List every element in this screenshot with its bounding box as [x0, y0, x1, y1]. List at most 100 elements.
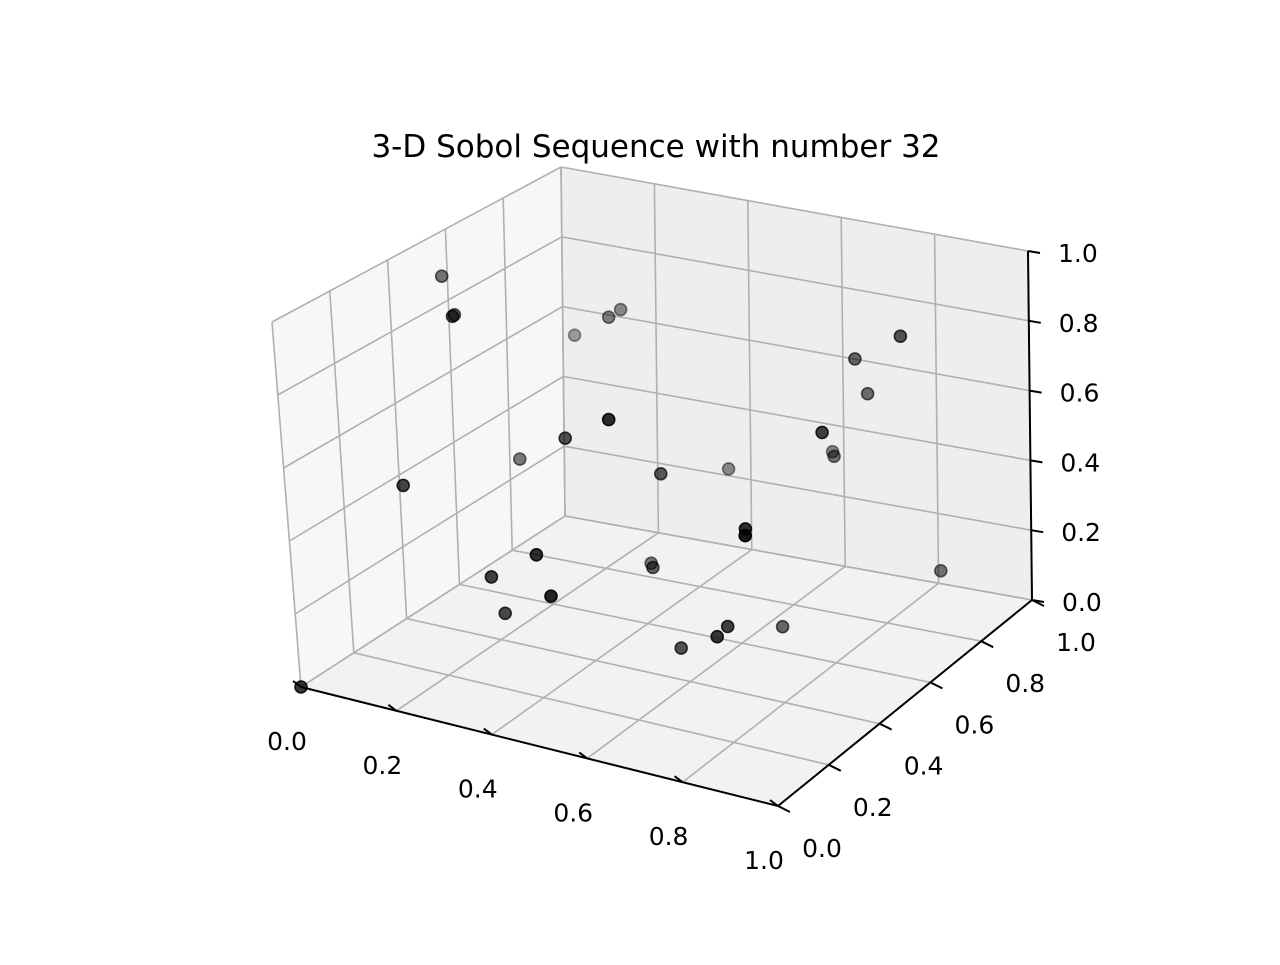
left-grid-z [288, 375, 564, 542]
floor-grid-y [564, 515, 1033, 601]
back-grid-z [562, 305, 1030, 392]
data-point [710, 629, 725, 644]
data-point [512, 452, 527, 466]
data-point [893, 329, 908, 344]
back-grid-z [561, 236, 1029, 322]
x-tick-label: 0.0 [267, 727, 307, 756]
data-point [674, 641, 689, 655]
y-tick-label: 0.8 [1005, 669, 1045, 698]
left-grid-y [271, 321, 302, 688]
x-tick [673, 775, 684, 784]
axes [292, 250, 1045, 813]
x-tick-label: 0.6 [553, 798, 593, 827]
data-point [775, 619, 790, 634]
y-tick [929, 681, 943, 690]
z-tick-label: 0.0 [1062, 588, 1102, 617]
data-point [498, 606, 513, 621]
x-tick [483, 727, 493, 736]
x-tick [387, 703, 397, 712]
z-tick-label: 0.6 [1060, 379, 1100, 408]
data-point [601, 310, 616, 325]
x-tick-label: 0.2 [363, 751, 403, 780]
data-point [484, 570, 499, 584]
x-tick-label: 0.8 [649, 822, 689, 851]
data-point [848, 352, 862, 366]
z-tick [1027, 250, 1041, 254]
y-tick-label: 0.4 [904, 752, 944, 781]
data-point [721, 462, 736, 476]
data-point [445, 309, 460, 324]
y-tick-label: 0.2 [853, 793, 893, 822]
x-axis-line [300, 686, 779, 807]
floor-grid-y [406, 617, 880, 725]
x-tick [578, 751, 588, 760]
y-tick [828, 763, 842, 772]
floor-grid-y [512, 549, 982, 642]
data-point [815, 425, 829, 440]
left-grid-y [444, 228, 461, 585]
back-grid-z [564, 445, 1032, 531]
z-tick [1031, 529, 1044, 534]
data-point [601, 412, 616, 427]
x-tick [769, 799, 779, 807]
data-point [558, 431, 573, 446]
left-grid-z [294, 445, 565, 615]
z-tick-label: 0.2 [1061, 518, 1101, 547]
data-point [720, 619, 735, 634]
data-point [529, 547, 544, 562]
data-point [738, 528, 753, 543]
data-point [860, 386, 875, 401]
left-grid-y [502, 197, 513, 551]
y-tick [777, 805, 791, 813]
y-tick-label: 0.6 [955, 710, 995, 739]
left-grid-y [386, 259, 408, 619]
data-points [294, 269, 948, 694]
data-point [933, 563, 948, 578]
left-grid-y [560, 166, 566, 517]
z-tick-label: 1.0 [1058, 239, 1098, 268]
floor-grid-y [459, 583, 931, 684]
data-point [567, 328, 582, 343]
z-tick-label: 0.4 [1060, 448, 1100, 477]
z-axis-line [1027, 250, 1033, 601]
chart-title: 3-D Sobol Sequence with number 32 [371, 129, 940, 165]
left-grid-z [277, 236, 563, 396]
back-grid-x [933, 234, 940, 584]
back-grid-x [747, 200, 753, 550]
floor-grid-x [682, 582, 940, 783]
left-grid-z [300, 515, 566, 688]
y-tick-label: 1.0 [1056, 628, 1096, 657]
x-tick-label: 0.4 [458, 775, 498, 804]
y-tick [879, 722, 893, 731]
back-grid-z [560, 166, 1029, 252]
data-point [396, 478, 411, 493]
left-grid-y [329, 290, 355, 653]
back-grid-z [563, 375, 1031, 462]
data-point [827, 449, 841, 464]
floor-grid-y [353, 652, 829, 766]
left-grid-z [271, 166, 562, 323]
tick-labels: 0.0 0.0 0.0 0.2 0.2 0.2 0.4 0.4 0.4 0.6 0.6 0.6 0.8 0… [267, 239, 1102, 875]
data-point [294, 680, 308, 694]
y-tick-label: 0.0 [802, 834, 842, 863]
z-tick [1030, 459, 1043, 464]
x-tick-label: 1.0 [744, 846, 784, 875]
floor-grid-x [491, 548, 753, 736]
y-tick [1031, 599, 1045, 607]
data-point [646, 560, 660, 575]
z-tick [1028, 319, 1041, 324]
y-tick [980, 640, 994, 649]
z-tick-label: 0.8 [1059, 309, 1099, 338]
data-point [613, 302, 628, 317]
z-tick [1029, 389, 1042, 394]
back-grid-x [840, 217, 846, 567]
floor-grid-x [586, 565, 846, 760]
y-axis-line [777, 599, 1033, 807]
data-point [653, 466, 668, 481]
left-grid-z [283, 305, 564, 469]
data-point [434, 269, 449, 284]
data-point [544, 589, 558, 604]
floor-grid-x [395, 532, 659, 712]
